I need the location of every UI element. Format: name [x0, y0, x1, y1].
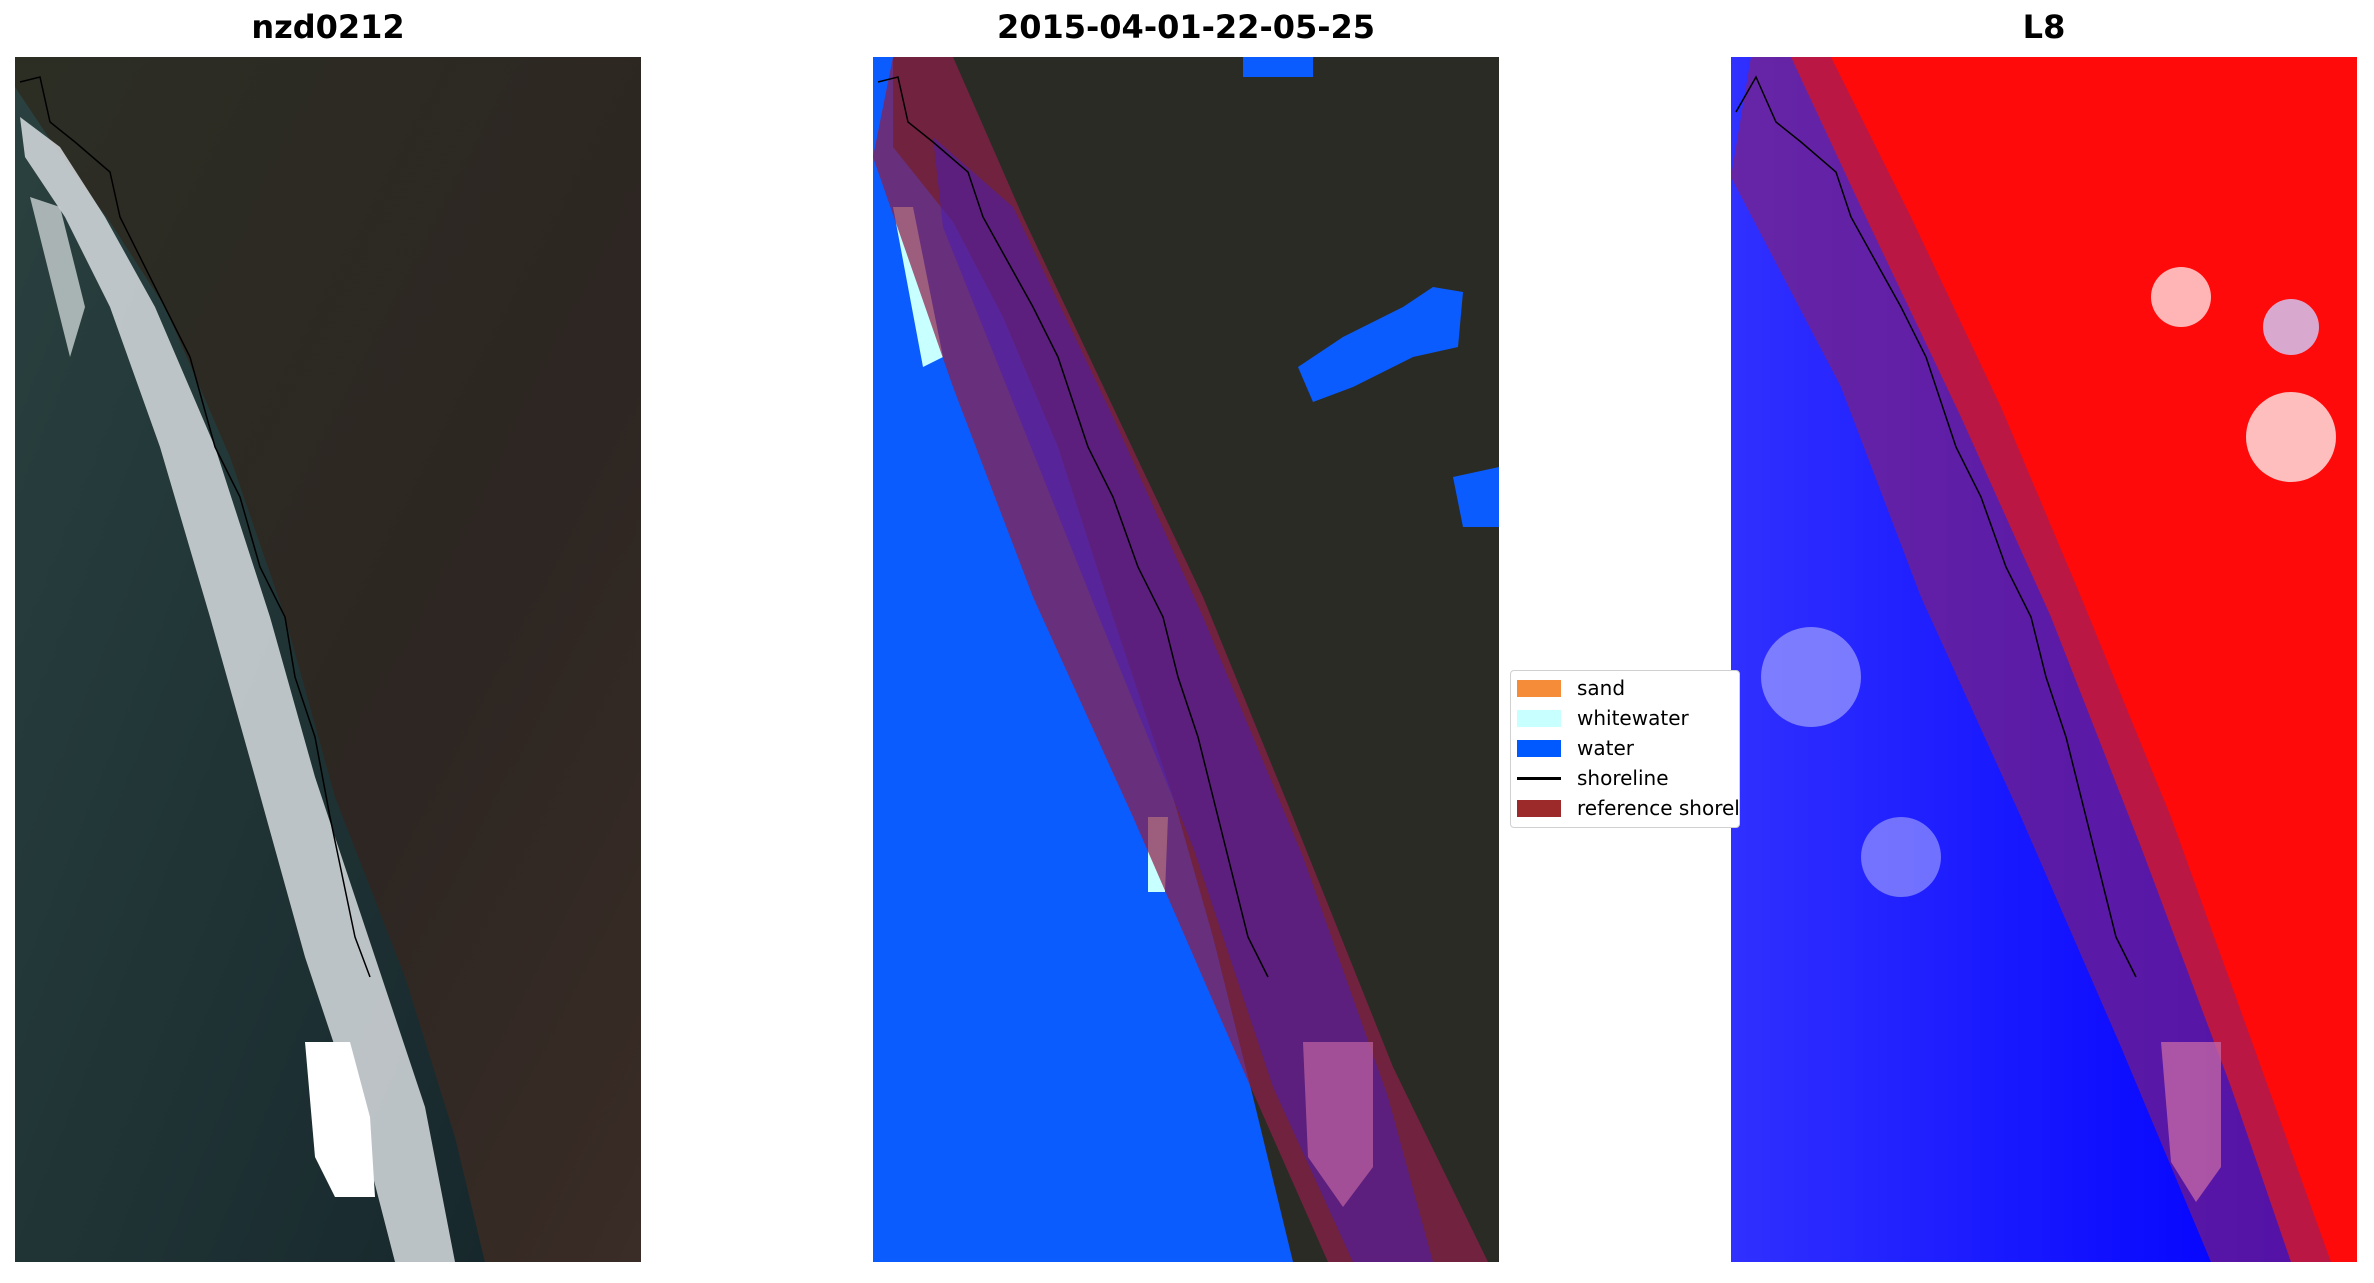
legend-label: reference shoreline buffer — [1577, 796, 1740, 820]
legend: sand whitewater water shoreline referenc… — [1510, 670, 1740, 828]
legend-item-reference-shoreline: reference shoreline buffer — [1517, 793, 1740, 823]
legend-label: shoreline — [1577, 766, 1669, 790]
classified-image — [873, 57, 1499, 1262]
legend-label: sand — [1577, 676, 1626, 700]
panel-title-rgb: nzd0212 — [251, 8, 405, 46]
legend-item-shoreline: shoreline — [1517, 763, 1669, 793]
panel-title-classified: 2015-04-01-22-05-25 — [996, 8, 1376, 46]
rgb-satellite-image — [15, 57, 641, 1262]
water-swatch — [1517, 739, 1561, 757]
legend-item-water: water — [1517, 733, 1634, 763]
reference-shoreline-swatch — [1517, 799, 1561, 817]
l8-index-image — [1731, 57, 2357, 1262]
shoreline-swatch — [1517, 776, 1561, 780]
legend-label: water — [1577, 736, 1634, 760]
sand-swatch — [1517, 679, 1561, 697]
legend-label: whitewater — [1577, 706, 1689, 730]
legend-item-sand: sand — [1517, 673, 1625, 703]
legend-item-whitewater: whitewater — [1517, 703, 1689, 733]
panel-title-index: L8 — [2022, 8, 2066, 46]
whitewater-swatch — [1517, 709, 1561, 727]
